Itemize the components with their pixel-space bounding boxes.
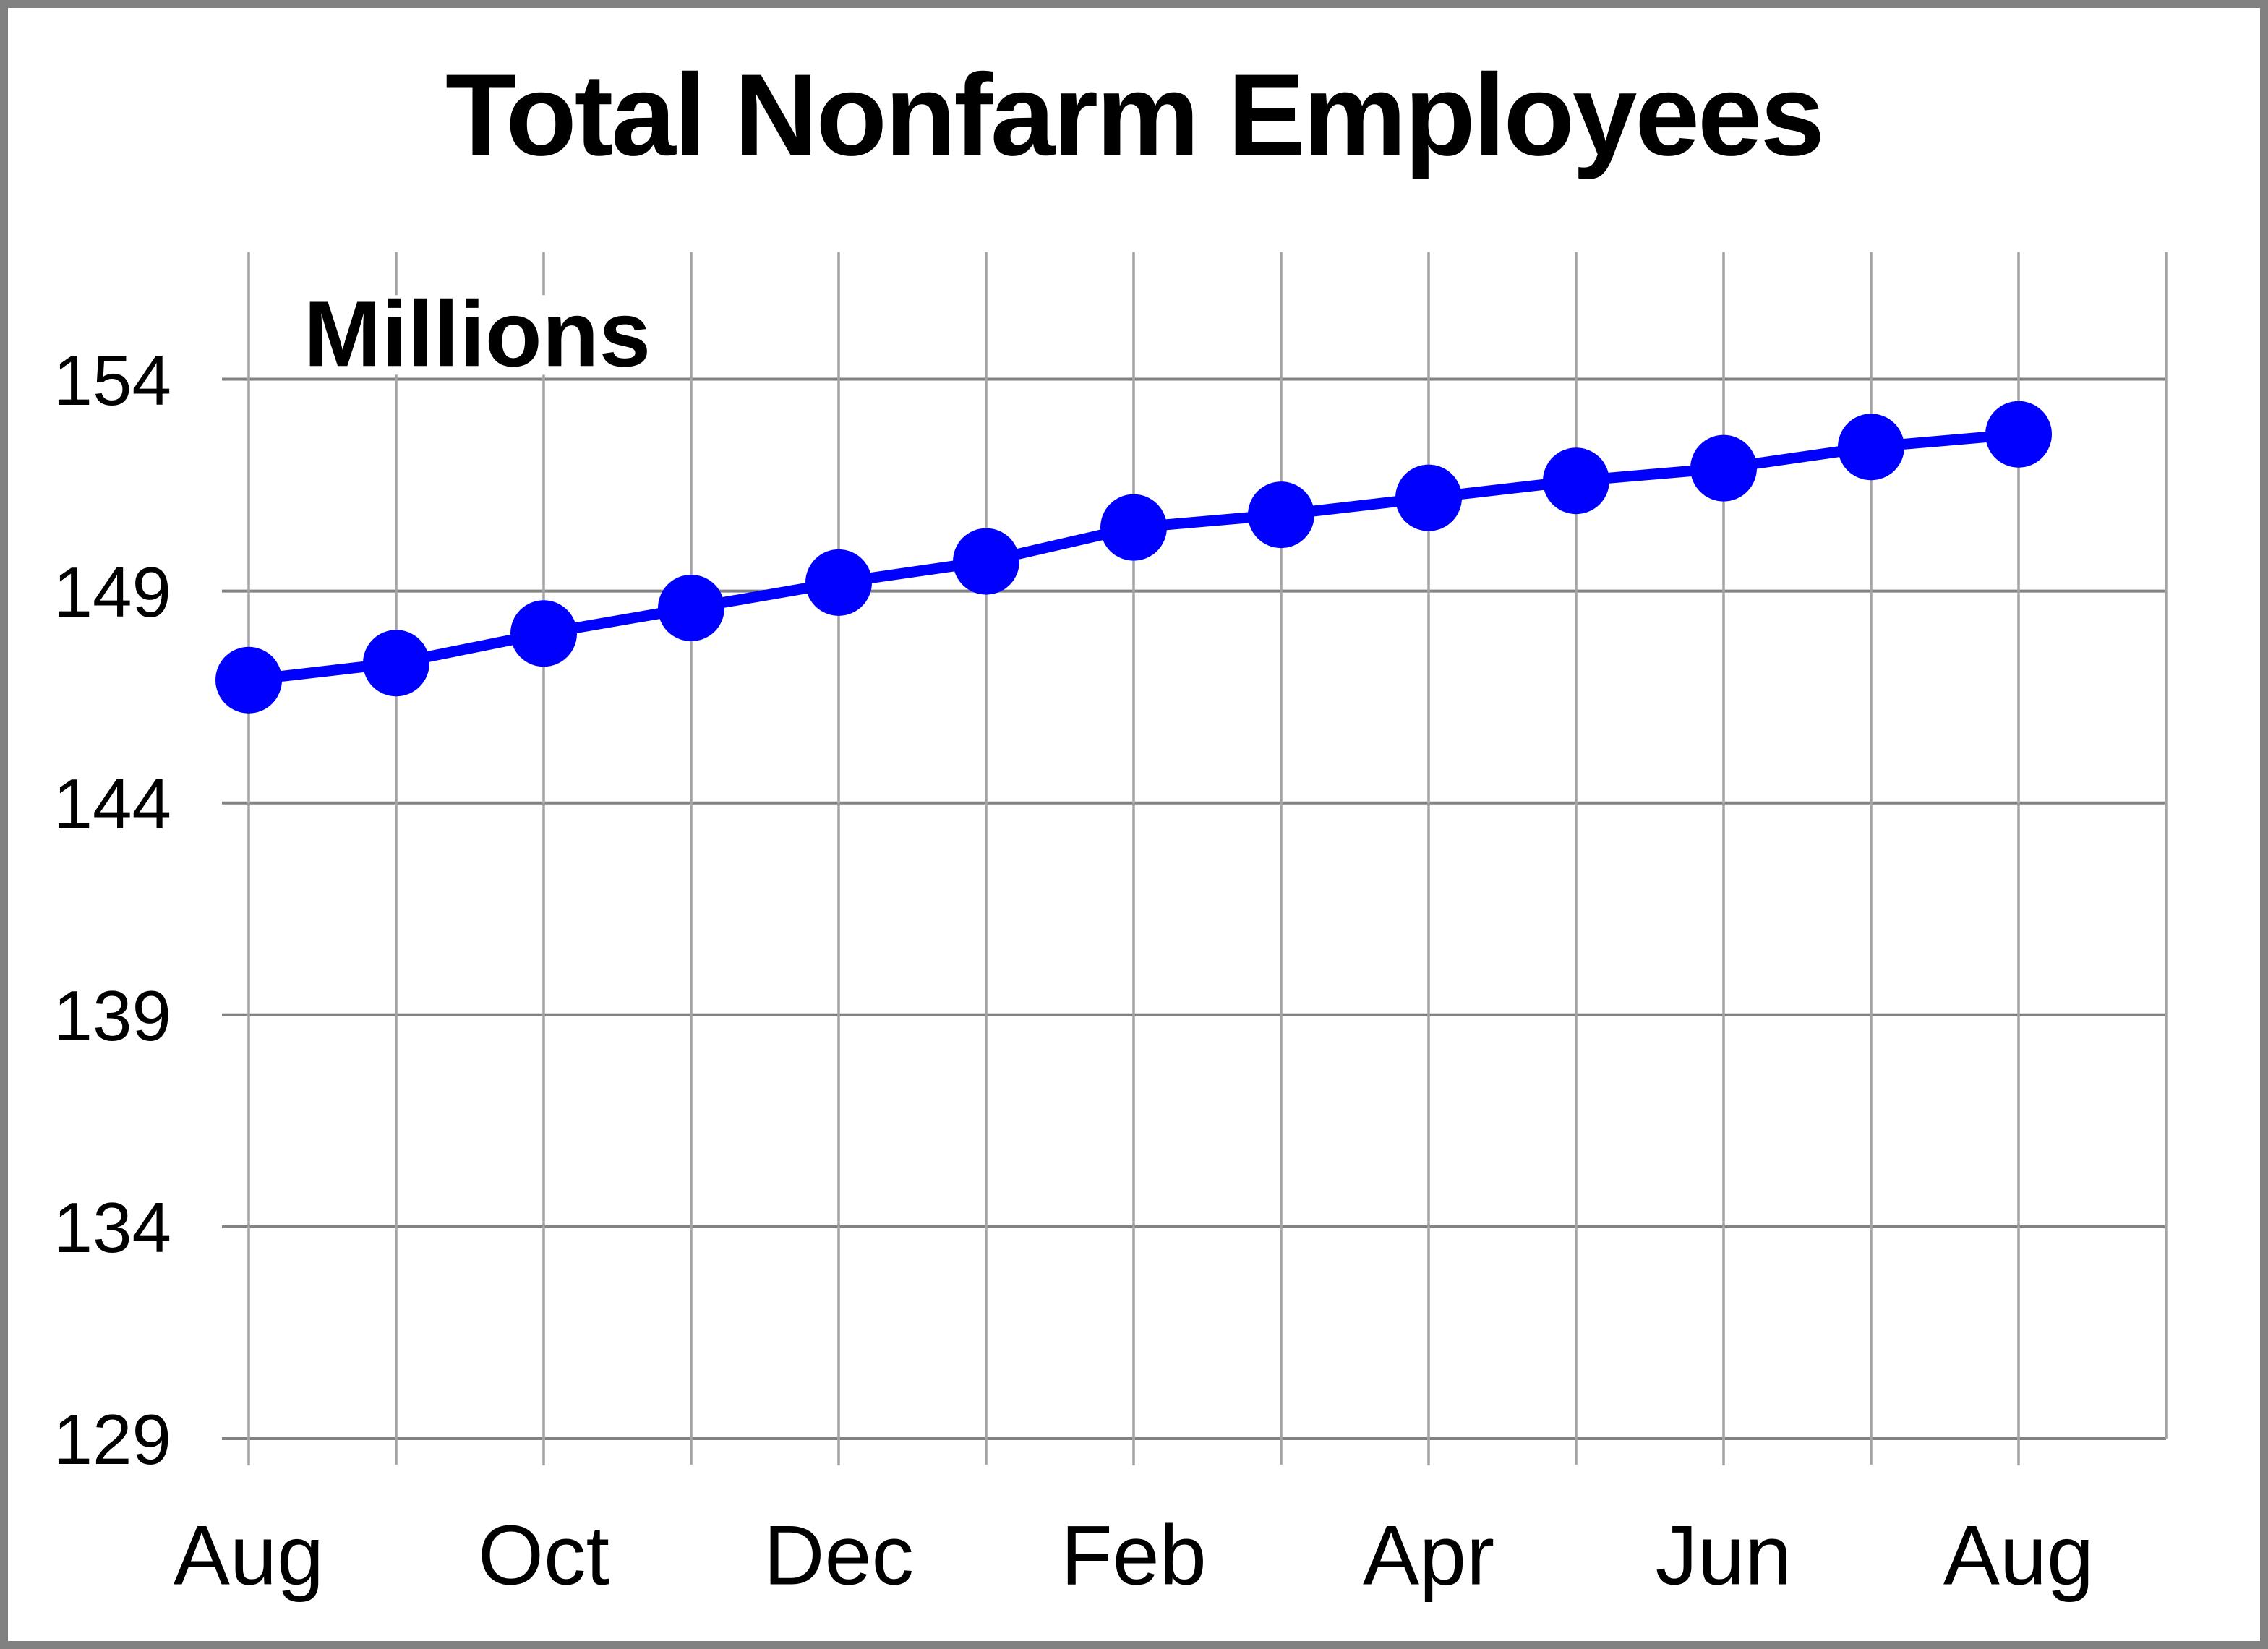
data-point <box>215 646 282 714</box>
data-point <box>658 575 724 642</box>
chart-title: Total Nonfarm Employees <box>445 50 1825 181</box>
y-axis-tick-label: 154 <box>53 340 171 420</box>
x-axis-tick-label: Oct <box>477 1507 610 1603</box>
data-point <box>1838 414 1904 481</box>
y-axis-tick-label: 149 <box>53 552 171 632</box>
x-axis-tick-label: Dec <box>763 1507 915 1603</box>
x-axis-tick-label: Apr <box>1362 1507 1495 1603</box>
x-axis-tick-label: Aug <box>1943 1507 2094 1603</box>
y-axis-tick-label: 144 <box>53 763 171 844</box>
data-point <box>805 549 872 616</box>
data-point <box>1543 447 1609 515</box>
data-point <box>1395 464 1462 531</box>
data-point <box>1690 434 1757 502</box>
y-axis-tick-label: 139 <box>53 975 171 1055</box>
x-axis-tick-label: Feb <box>1061 1507 1207 1603</box>
data-point <box>953 528 1019 595</box>
data-point <box>510 600 577 667</box>
data-point <box>1985 401 2052 468</box>
y-axis-tick-label: 129 <box>53 1399 171 1479</box>
y-axis-tick-label: 134 <box>53 1187 171 1267</box>
x-axis-tick-label: Jun <box>1655 1507 1792 1603</box>
x-axis-tick-label: Aug <box>173 1507 325 1603</box>
data-point <box>363 630 429 697</box>
data-point <box>1248 481 1314 549</box>
unit-label: Millions <box>301 288 662 381</box>
data-point <box>1100 494 1167 561</box>
